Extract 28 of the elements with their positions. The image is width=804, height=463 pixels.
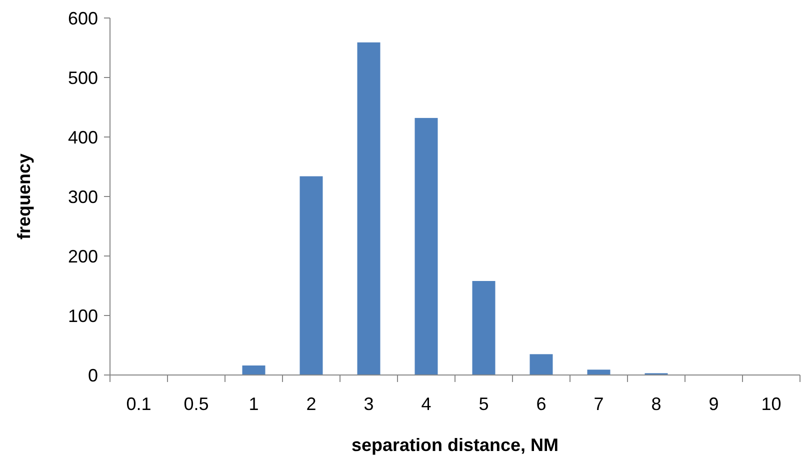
y-tick-label: 400 <box>68 127 98 148</box>
x-tick-label: 4 <box>421 394 432 414</box>
x-tick-label: 0.5 <box>184 394 209 414</box>
bar <box>357 42 380 375</box>
x-tick-label: 10 <box>761 394 782 414</box>
bar <box>414 118 438 375</box>
y-tick-label: 100 <box>68 306 98 326</box>
y-tick-label: 300 <box>68 186 98 207</box>
x-tick-label: 9 <box>708 394 719 414</box>
y-tick-label: 500 <box>68 68 98 88</box>
x-tick-label: 6 <box>536 394 546 414</box>
y-tick-label: 600 <box>68 8 98 28</box>
x-tick-label: 7 <box>594 394 604 414</box>
bar <box>242 365 266 375</box>
bar <box>472 280 496 375</box>
x-tick-label: 1 <box>248 394 259 414</box>
y-axis-title: frequency <box>14 153 34 240</box>
x-tick-label: 8 <box>651 394 662 414</box>
y-tick-label: 0 <box>88 365 98 386</box>
x-tick-label: 3 <box>364 394 374 414</box>
x-tick-label: 0.1 <box>126 394 152 414</box>
bar <box>530 354 553 375</box>
x-axis-title: separation distance, NM <box>351 435 559 455</box>
x-tick-label: 2 <box>306 394 316 414</box>
y-tick-label: 200 <box>68 246 98 266</box>
bar <box>587 370 610 375</box>
x-tick-label: 5 <box>478 394 489 414</box>
bar <box>300 176 323 375</box>
